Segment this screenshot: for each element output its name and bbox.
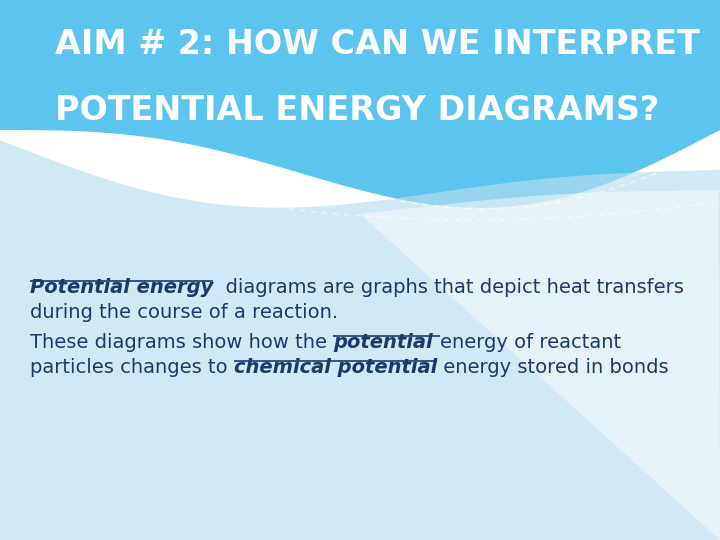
Text: AIM # 2: HOW CAN WE INTERPRET: AIM # 2: HOW CAN WE INTERPRET [55, 29, 700, 62]
Bar [0, 0, 720, 160]
Bar [0, 160, 720, 280]
Polygon shape [0, 140, 720, 540]
Text: diagrams are graphs that depict heat transfers: diagrams are graphs that depict heat tra… [213, 278, 684, 297]
Text: potential: potential [333, 333, 440, 352]
Polygon shape [360, 190, 720, 540]
Text: Potential energy: Potential energy [30, 278, 213, 297]
Text: particles changes to: particles changes to [30, 358, 234, 377]
Text: These diagrams show how the: These diagrams show how the [30, 333, 333, 352]
Text: chemical potential: chemical potential [234, 358, 437, 377]
Text: during the course of a reaction.: during the course of a reaction. [30, 302, 338, 321]
Text: POTENTIAL ENERGY DIAGRAMS?: POTENTIAL ENERGY DIAGRAMS? [55, 93, 659, 126]
Text: energy of reactant: energy of reactant [440, 333, 621, 352]
Polygon shape [0, 130, 720, 540]
Text: energy stored in bonds: energy stored in bonds [437, 358, 669, 377]
